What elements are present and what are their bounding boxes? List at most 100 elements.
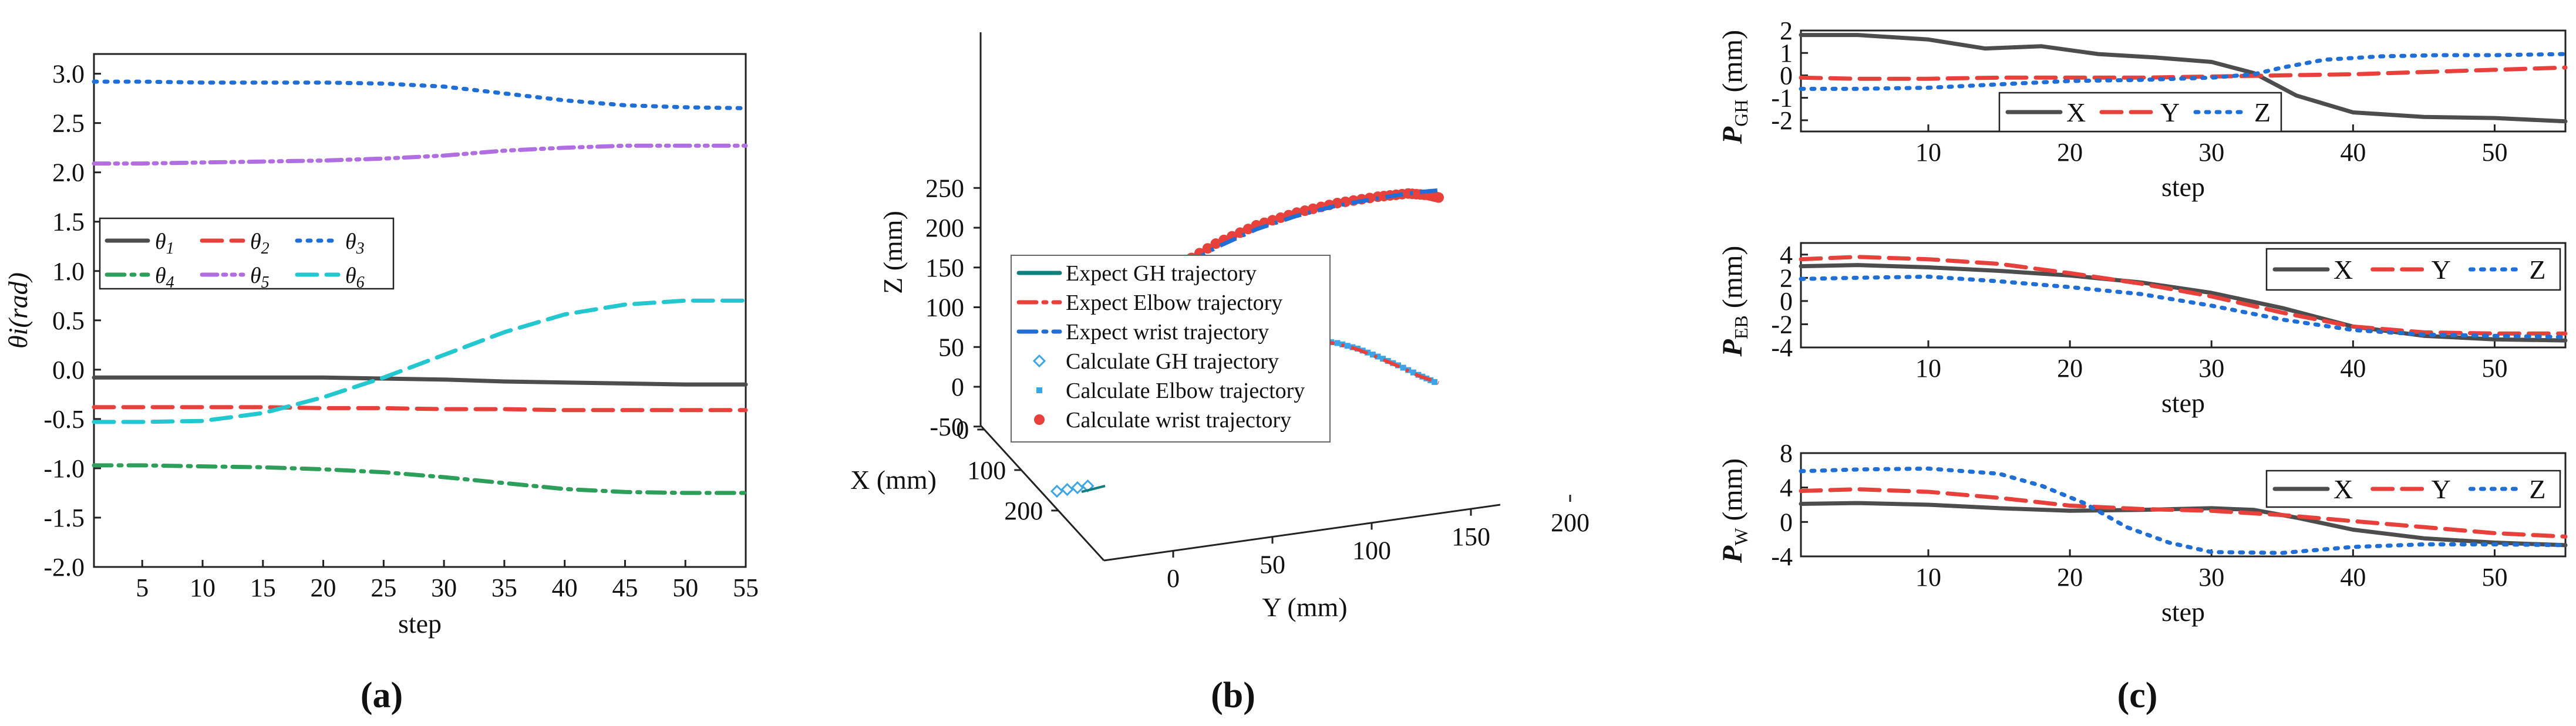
z-tick-label: 100 bbox=[925, 293, 964, 322]
x-tick-label: 50 bbox=[2481, 354, 2507, 383]
legend-box bbox=[99, 217, 395, 290]
x-tick-label: 40 bbox=[2340, 138, 2366, 167]
x-tick-label: 10 bbox=[1915, 138, 1941, 167]
y-tick-label: 0 bbox=[1780, 508, 1793, 536]
x-tick-label: 20 bbox=[2057, 354, 2083, 383]
y-tick-label: 150 bbox=[1452, 522, 1490, 551]
x-tick-label: 10 bbox=[1915, 563, 1941, 592]
legend-label: X bbox=[2333, 474, 2353, 504]
plot-frame bbox=[93, 53, 747, 568]
legend-label: Expect GH trajectory bbox=[1066, 261, 1257, 286]
series-line-theta5 bbox=[92, 143, 748, 166]
chart-a: 5 10 15 20 25 30 35 40 45 50 55 -2.0 -1.5 -1.0 -0.5 0.0… bbox=[3, 53, 759, 715]
series-line-theta1 bbox=[92, 375, 748, 387]
legend-label: Calculate wrist trajectory bbox=[1066, 408, 1291, 433]
y-tick-label: -2.0 bbox=[43, 553, 85, 582]
legend-swatch bbox=[1034, 414, 1045, 425]
y-tick-label: 4 bbox=[1780, 241, 1793, 269]
plot-frame bbox=[1800, 242, 2567, 349]
legend-swatch bbox=[1032, 354, 1046, 368]
series-line-y bbox=[1799, 255, 2568, 336]
x-tick-label: 15 bbox=[250, 573, 276, 602]
x-axis-title: step bbox=[2161, 172, 2205, 202]
legend-label: Z bbox=[2529, 474, 2545, 504]
z-tick-label: 150 bbox=[925, 254, 964, 282]
elbow-calc-point bbox=[1344, 343, 1351, 349]
y-tick-label: 0 bbox=[1780, 61, 1793, 90]
y-tick-label: 1 bbox=[1780, 39, 1793, 67]
series-line-x bbox=[1799, 33, 2568, 124]
z-tick-label: 0 bbox=[951, 373, 964, 401]
y-tick-label: -4 bbox=[1771, 333, 1793, 362]
z-tick-label: 250 bbox=[925, 174, 964, 202]
legend: X Y Z bbox=[1998, 92, 2282, 133]
y-tick-label: 1.5 bbox=[52, 208, 85, 237]
wrist-calc-point bbox=[1202, 243, 1213, 254]
x-tick-label: 40 bbox=[552, 573, 578, 602]
y-axis-title: θi(rad) bbox=[3, 272, 33, 349]
elbow-calc-point bbox=[1410, 369, 1416, 376]
z-tick-label: 200 bbox=[925, 214, 964, 242]
y-axis-title: Y (mm) bbox=[1262, 592, 1347, 622]
legend-label: X bbox=[2333, 255, 2353, 285]
y-tick-label: 3.0 bbox=[52, 60, 85, 89]
y-tick-label: -0.5 bbox=[43, 405, 85, 434]
y-axis-title: PGH (mm) bbox=[1717, 30, 1752, 144]
legend-label: Y bbox=[2432, 474, 2451, 504]
x-tick-label: 20 bbox=[2057, 563, 2083, 592]
x-tick-label: 20 bbox=[2057, 138, 2083, 167]
y-tick-label: 2.5 bbox=[52, 109, 85, 138]
y-tick-label: 50 bbox=[1260, 550, 1285, 579]
elbow-calc-point bbox=[1432, 379, 1438, 385]
legend-label: Calculate GH trajectory bbox=[1066, 349, 1279, 374]
x-tick-label: 45 bbox=[612, 573, 638, 602]
y-tick-label: -1 bbox=[1771, 84, 1793, 113]
x-tick-label: 50 bbox=[2481, 138, 2507, 167]
x-tick-label: 40 bbox=[2340, 354, 2366, 383]
y-tick-label: 200 bbox=[1551, 508, 1590, 537]
series-line-x bbox=[1799, 263, 2568, 343]
z-tick-label: 50 bbox=[938, 333, 964, 362]
y-tick-label: 0.0 bbox=[52, 356, 85, 384]
x-tick-label: 100 bbox=[967, 456, 1006, 485]
x-tick-label: 10 bbox=[190, 573, 215, 602]
y-tick-label: -1.0 bbox=[43, 454, 85, 483]
x-tick-label: 40 bbox=[2340, 563, 2366, 592]
chart-c3: 10 20 30 40 50 -4 0 4 8 step PW (mm) X Y Z bbox=[1717, 439, 2568, 627]
wrist-calc-point bbox=[1275, 212, 1286, 223]
x-tick-label: 30 bbox=[431, 573, 457, 602]
gh-calc-point bbox=[1070, 481, 1085, 495]
caption-a: (a) bbox=[361, 676, 403, 715]
series-line-theta6 bbox=[92, 298, 748, 424]
legend-label: Expect Elbow trajectory bbox=[1066, 291, 1282, 315]
x-tick-label: 10 bbox=[1915, 354, 1941, 383]
y-tick-label: 0.5 bbox=[52, 306, 85, 335]
y-tick-label: -2 bbox=[1771, 106, 1793, 135]
y-tick-label: 0 bbox=[1167, 564, 1180, 593]
x-axis-title: step bbox=[2161, 388, 2205, 418]
y-tick-label: -4 bbox=[1771, 542, 1793, 571]
wrist-calc-point bbox=[1332, 197, 1343, 208]
gh-calc-point bbox=[1060, 482, 1074, 497]
wrist-calc-point bbox=[1299, 205, 1311, 217]
x-axis bbox=[979, 424, 1105, 562]
series-line-z bbox=[1799, 466, 2568, 555]
x-tick-label: 50 bbox=[2481, 563, 2507, 592]
legend: X Y Z bbox=[2265, 248, 2561, 291]
legend: Expect GH trajectory Expect Elbow traject… bbox=[1011, 255, 1331, 443]
elbow-calc-point bbox=[1334, 340, 1341, 346]
legend-label: θ1 bbox=[155, 229, 174, 258]
gh-calc-point bbox=[1050, 484, 1064, 498]
caption-b: (b) bbox=[1211, 676, 1255, 715]
y-axis bbox=[1103, 504, 1501, 562]
y-tick-label: 4 bbox=[1780, 474, 1793, 502]
legend-label: Expect wrist trajectory bbox=[1066, 320, 1269, 345]
elbow-calc-point bbox=[1375, 353, 1381, 360]
y-tick-label: 2 bbox=[1780, 264, 1793, 292]
y-tick-label: 2 bbox=[1780, 16, 1793, 45]
wrist-calc-point bbox=[1433, 192, 1444, 203]
x-axis-title: X (mm) bbox=[850, 465, 937, 495]
legend-box bbox=[1011, 255, 1331, 443]
